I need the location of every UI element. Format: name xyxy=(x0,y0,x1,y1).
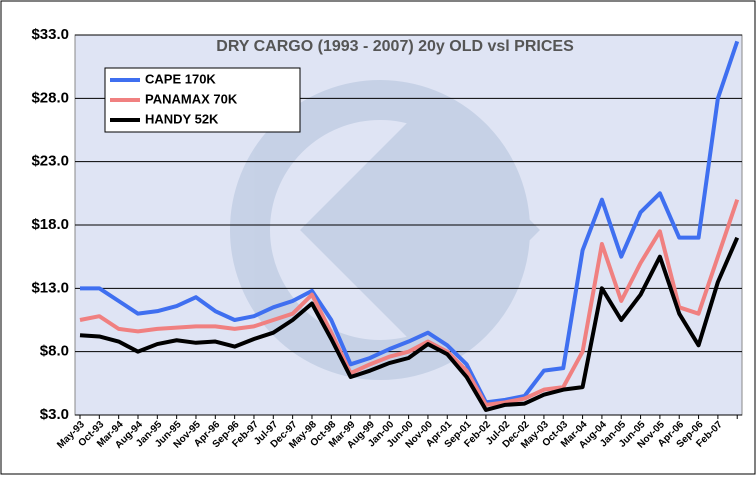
series-line xyxy=(79,236,740,412)
legend-label: PANAMAX 70K xyxy=(145,91,238,106)
y-tick-label: $28.0 xyxy=(31,89,69,106)
y-tick-label: $33.0 xyxy=(31,26,69,43)
y-tick-label: $18.0 xyxy=(31,216,69,233)
legend-label: HANDY 52K xyxy=(145,111,219,126)
legend-label: CAPE 170K xyxy=(145,71,216,86)
series-line xyxy=(79,199,740,407)
y-tick-label: $3.0 xyxy=(40,406,69,423)
chart-title: DRY CARGO (1993 - 2007) 20y OLD vsl PRIC… xyxy=(216,38,574,55)
series-line xyxy=(80,40,740,405)
y-tick-label: $23.0 xyxy=(31,153,69,170)
y-tick-label: $8.0 xyxy=(40,343,69,360)
y-tick-label: $13.0 xyxy=(31,279,69,296)
